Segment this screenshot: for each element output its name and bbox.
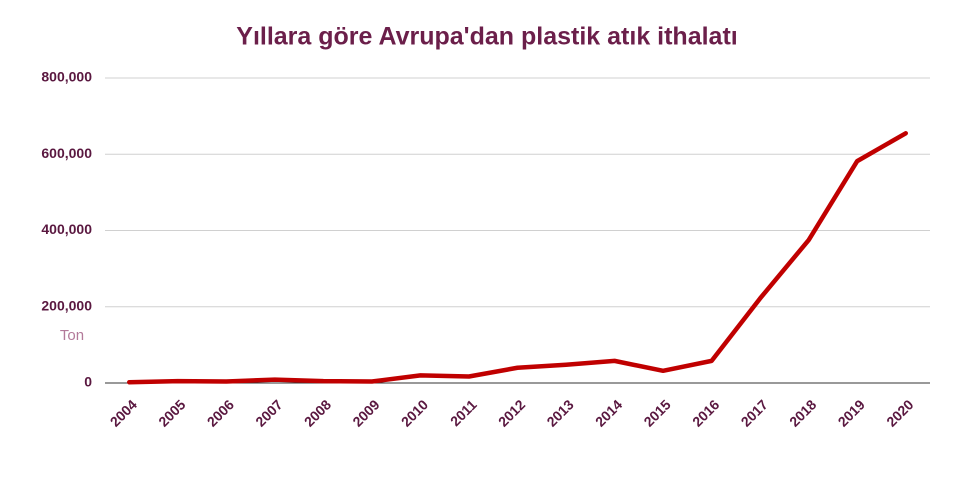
y-tick-label: 0 bbox=[84, 374, 92, 390]
x-tick-label: 2010 bbox=[398, 396, 431, 429]
y-axis-label: Ton bbox=[60, 327, 84, 344]
x-tick-label: 2011 bbox=[447, 396, 480, 429]
x-tick-label: 2019 bbox=[835, 396, 868, 429]
x-tick-label: 2006 bbox=[204, 396, 237, 429]
x-tick-label: 2013 bbox=[543, 396, 576, 429]
x-tick-label: 2018 bbox=[786, 396, 819, 429]
x-tick-label: 2015 bbox=[640, 396, 673, 429]
chart-title: Yıllara göre Avrupa'dan plastik atık ith… bbox=[236, 23, 737, 51]
x-tick-label: 2020 bbox=[883, 396, 916, 429]
x-tick-label: 2014 bbox=[592, 396, 625, 429]
x-tick-label: 2005 bbox=[155, 396, 188, 429]
x-tick-label: 2007 bbox=[252, 396, 285, 429]
x-tick-label: 2008 bbox=[301, 396, 334, 429]
y-tick-label: 200,000 bbox=[41, 297, 92, 313]
x-tick-label: 2009 bbox=[349, 396, 382, 429]
x-tick-label: 2017 bbox=[738, 396, 771, 429]
y-tick-label: 800,000 bbox=[41, 69, 92, 85]
data-line bbox=[127, 131, 908, 385]
x-tick-label: 2016 bbox=[689, 396, 722, 429]
y-tick-label: 600,000 bbox=[41, 145, 92, 161]
x-tick-label: 2004 bbox=[107, 396, 140, 429]
x-tick-label: 2012 bbox=[495, 396, 528, 429]
y-tick-label: 400,000 bbox=[41, 221, 92, 237]
